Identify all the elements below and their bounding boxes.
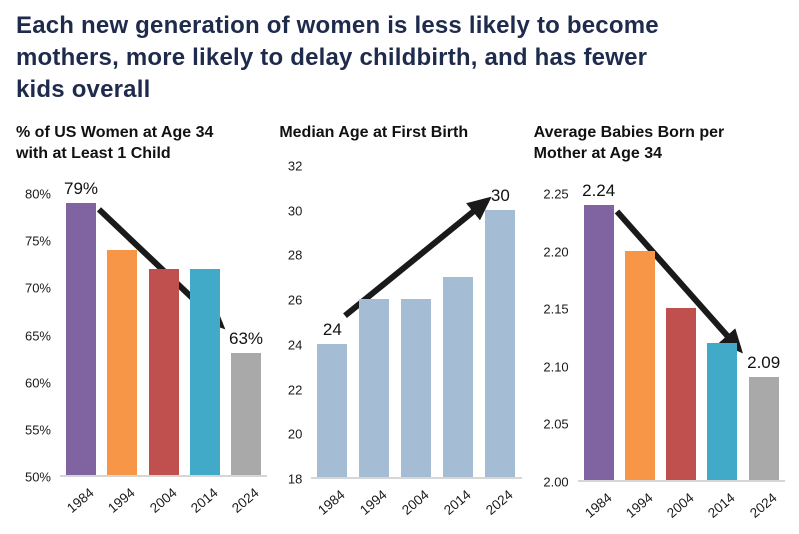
x-tick-label: 2014: [705, 490, 739, 521]
y-tick-label: 50%: [24, 469, 51, 485]
y-tick-label: 2.10: [543, 359, 569, 375]
bar-2004: [666, 308, 697, 480]
charts-row: % of US Women at Age 34 with at Least 1 …: [16, 116, 785, 521]
x-tick-label: 1984: [63, 485, 97, 516]
y-tick-label: 30: [287, 203, 303, 219]
y-tick-label: 24: [287, 337, 303, 353]
y-tick-label: 2.05: [543, 416, 569, 432]
y-tick-label: 55%: [24, 422, 51, 438]
y-tick-label: 75%: [24, 233, 51, 249]
x-tick-label: 1984: [315, 487, 348, 518]
y-tick-label: 2.20: [543, 244, 569, 260]
page-title-line: mothers, more likely to delay childbirth…: [16, 44, 648, 71]
chart-avg-babies-per-mother: Average Babies Born per Mother at Age 34…: [534, 116, 785, 521]
chart-plot: 80% 75% 70% 65% 60% 55% 50% 1984 1994 2004 2014 20…: [16, 179, 268, 516]
x-tick-label: 1994: [622, 490, 656, 521]
x-tick-label: 2014: [441, 487, 474, 518]
chart-title-line: with at Least 1 Child: [16, 145, 171, 162]
x-tick-label: 1984: [581, 490, 615, 521]
page-title: Each new generation of women is less lik…: [16, 10, 785, 106]
y-tick-label: 2.25: [543, 186, 569, 202]
x-tick-label: 2004: [664, 490, 697, 521]
y-axis: 80% 75% 70% 65% 60% 55% 50%: [16, 187, 60, 485]
y-axis: 2.25 2.20 2.15 2.10 2.05 2.00: [534, 187, 578, 490]
y-tick-label: 80%: [24, 186, 51, 202]
bars-area: 1984 1994 2004 2014 2024 79% 63%: [60, 179, 268, 516]
y-tick-label: 20: [287, 426, 303, 442]
y-tick-label: 2.00: [543, 474, 569, 490]
y-tick-label: 18: [287, 471, 303, 487]
y-tick-label: 32: [287, 158, 303, 174]
bars-area: 1984 1994 2004 2014 2024 24 30: [311, 166, 522, 518]
chart-plot: 32 30 28 26 24 22 20 18 1984 1994 2004 2014 2024 24…: [279, 159, 522, 518]
bar-2004: [401, 299, 432, 477]
bar-2004: [148, 268, 179, 475]
chart-plot: 2.25 2.20 2.15 2.10 2.05 2.00 1984 1994 2004 201…: [534, 181, 785, 521]
chart-title: Median Age at First Birth: [279, 122, 521, 143]
y-axis: 32 30 28 26 24 22 20 18: [279, 159, 311, 487]
x-tick-label: 2014: [187, 485, 221, 516]
bar-1984: [66, 203, 96, 475]
chart-title-line: % of US Women at Age 34: [16, 124, 214, 141]
data-label: 63%: [228, 329, 264, 349]
chart-median-age-first-birth: Median Age at First Birth 32 30 28 26 24 22 20…: [279, 116, 522, 518]
bar-1994: [624, 251, 655, 480]
chart-title: Average Babies Born per Mother at Age 34: [534, 122, 785, 164]
chart-title-line: Average Babies Born per: [533, 124, 725, 141]
bar-2014: [189, 268, 220, 475]
y-tick-label: 28: [287, 247, 303, 263]
y-tick-label: 70%: [24, 280, 51, 296]
bar-2014: [443, 277, 474, 477]
x-tick-label: 2004: [146, 485, 180, 516]
chart-title-line: Median Age at First Birth: [279, 124, 469, 141]
bar-2024: [231, 353, 261, 475]
x-tick-label: 1994: [105, 485, 138, 516]
x-tick-label: 2024: [483, 487, 516, 518]
data-label: 24: [322, 319, 342, 339]
bar-1994: [359, 299, 390, 477]
x-tick-label: 2024: [228, 485, 262, 516]
x-axis: 1984 1994 2004 2014 2024: [578, 480, 785, 532]
page-title-line: Each new generation of women is less lik…: [16, 12, 659, 39]
bar-2024: [485, 210, 516, 477]
y-tick-label: 2.15: [543, 301, 569, 317]
chart-title-line: Mother at Age 34: [533, 145, 662, 162]
bars-area: 1984 1994 2004 2014 2024 2.24 2.09: [577, 181, 785, 521]
data-label: 79%: [63, 179, 99, 199]
data-label: 2.09: [747, 353, 781, 373]
data-label: 30: [490, 186, 510, 206]
data-label: 2.24: [582, 181, 616, 201]
x-axis: 1984 1994 2004 2014 2024: [60, 475, 267, 527]
bar-2024: [748, 377, 779, 480]
x-axis: 1984 1994 2004 2014 2024: [311, 477, 521, 529]
bar-2014: [707, 342, 738, 480]
y-tick-label: 60%: [24, 375, 51, 391]
chart-pct-women-with-child: % of US Women at Age 34 with at Least 1 …: [16, 116, 268, 516]
page-title-line: kids overall: [16, 76, 151, 103]
y-tick-label: 22: [287, 382, 303, 398]
bar-1984: [583, 205, 614, 480]
x-tick-label: 2024: [746, 490, 780, 521]
y-tick-label: 65%: [24, 328, 51, 343]
chart-title: % of US Women at Age 34 with at Least 1 …: [16, 122, 267, 164]
x-tick-label: 2004: [399, 487, 432, 518]
x-tick-label: 1994: [357, 487, 390, 518]
bar-1984: [317, 343, 348, 477]
bar-1994: [107, 250, 138, 475]
y-tick-label: 26: [287, 292, 303, 308]
